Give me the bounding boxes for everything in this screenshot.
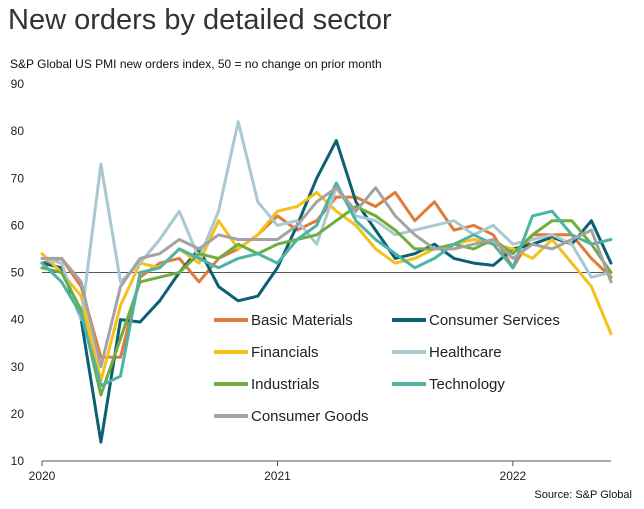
legend-label-technology: Technology — [429, 376, 505, 393]
x-axis-ticks: 2020 2021 2022 — [29, 461, 527, 483]
y-tick-label: 60 — [11, 218, 25, 232]
y-tick-label: 80 — [11, 124, 25, 138]
legend-label-industrials: Industrials — [251, 376, 319, 393]
series-line-consumer-services — [40, 139, 613, 444]
source-note: Source: S&P Global — [534, 489, 632, 501]
legend-label-healthcare: Healthcare — [429, 344, 502, 361]
legend-label-consumer-goods: Consumer Goods — [251, 408, 369, 425]
series-line-consumer-goods — [40, 186, 613, 369]
x-tick-label: 2020 — [29, 469, 56, 483]
legend-label-financials: Financials — [251, 344, 319, 361]
y-tick-label: 50 — [11, 266, 25, 280]
legend-label-basic-materials: Basic Materials — [251, 312, 353, 329]
y-tick-label: 90 — [11, 77, 25, 91]
legend: Basic Materials Consumer Services Financia… — [205, 305, 580, 433]
legend-background — [205, 305, 580, 433]
x-tick-label: 2021 — [264, 469, 291, 483]
y-tick-label: 10 — [11, 454, 25, 468]
y-tick-label: 20 — [11, 407, 25, 421]
chart-title: New orders by detailed sector — [8, 4, 392, 36]
y-tick-label: 30 — [11, 360, 25, 374]
y-tick-label: 40 — [11, 313, 25, 327]
series-lines — [40, 120, 613, 444]
series-line-technology — [40, 181, 613, 388]
series-line-healthcare — [40, 120, 613, 322]
y-tick-label: 70 — [11, 171, 25, 185]
legend-label-consumer-services: Consumer Services — [429, 312, 560, 329]
x-tick-label: 2022 — [500, 469, 527, 483]
y-axis-ticks: 10 20 30 40 50 60 70 80 90 — [11, 77, 25, 468]
chart-subtitle: S&P Global US PMI new orders index, 50 =… — [10, 57, 382, 71]
